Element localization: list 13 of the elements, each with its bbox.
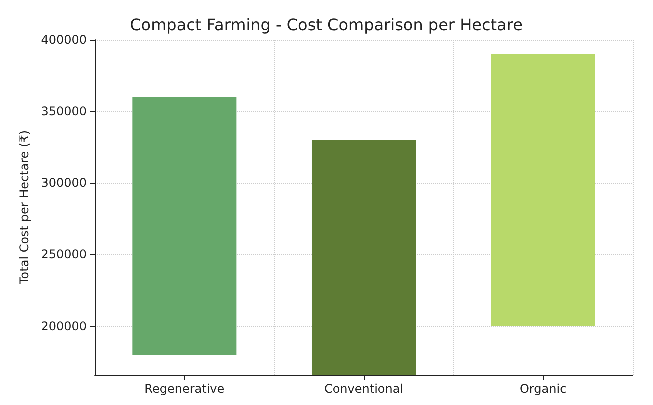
- x-tick-label: Conventional: [324, 382, 404, 396]
- y-tick-label: 200000: [41, 319, 87, 334]
- x-tick-label: Organic: [520, 382, 567, 396]
- y-tick-label: 400000: [41, 33, 87, 47]
- bar: [491, 54, 596, 326]
- bar: [132, 97, 237, 355]
- bar: [312, 140, 416, 375]
- chart-title: Compact Farming - Cost Comparison per Hectare: [130, 16, 523, 34]
- y-tick-label: 300000: [41, 176, 87, 190]
- x-tick-label: Regenerative: [144, 382, 225, 396]
- y-tick-label: 350000: [41, 104, 87, 119]
- y-tick-label: 250000: [41, 248, 87, 262]
- y-axis-title: Total Cost per Hectare (₹): [17, 130, 32, 286]
